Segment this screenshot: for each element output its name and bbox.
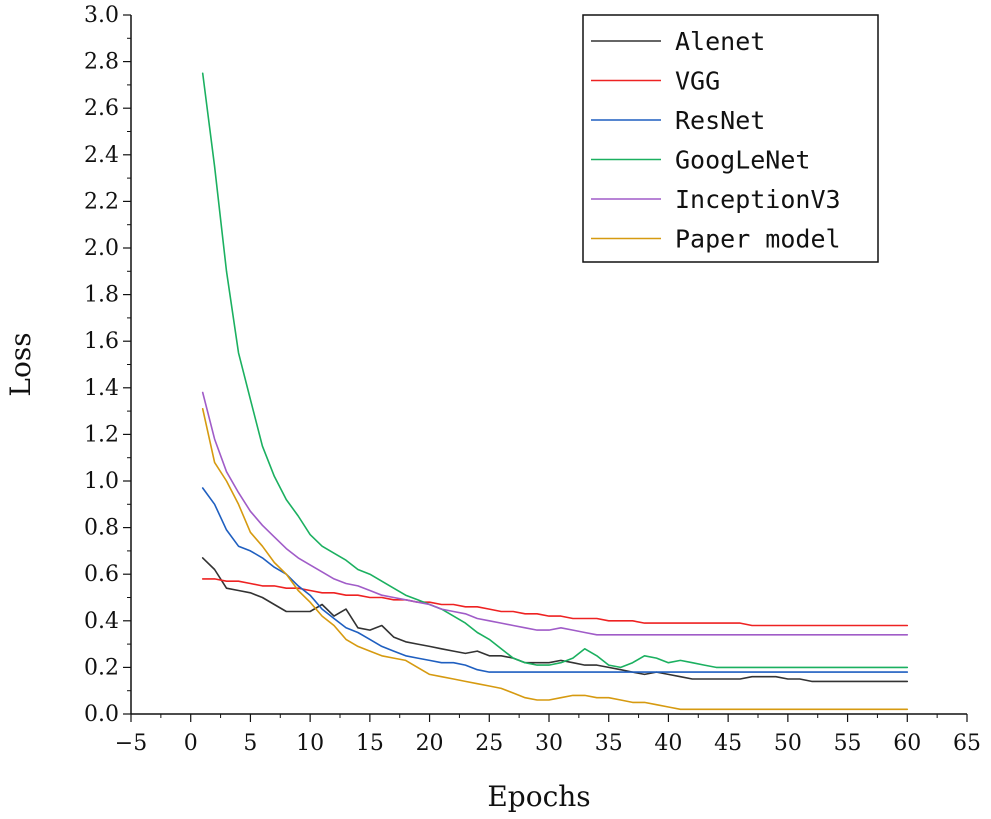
y-axis-title: Loss bbox=[4, 332, 37, 396]
x-axis-title: Epochs bbox=[487, 780, 590, 813]
legend-label: ResNet bbox=[675, 106, 765, 135]
y-tick-label: 2.8 bbox=[84, 50, 119, 75]
legend-label: VGG bbox=[675, 67, 720, 96]
x-tick-label: 25 bbox=[475, 731, 503, 756]
series-line-inceptionv3 bbox=[201, 391, 909, 636]
x-tick-label: 10 bbox=[296, 731, 324, 756]
y-tick-label: 1.2 bbox=[84, 422, 119, 447]
series-line-vgg bbox=[201, 578, 909, 627]
x-tick-label: 15 bbox=[356, 731, 384, 756]
legend-label: Paper model bbox=[675, 225, 841, 254]
legend-box bbox=[582, 14, 879, 263]
y-tick-label: 0.2 bbox=[84, 655, 119, 680]
series-line-resnet bbox=[201, 487, 909, 673]
x-tick-label: −5 bbox=[115, 731, 147, 756]
x-tick-label: 0 bbox=[184, 731, 198, 756]
x-tick-label: 45 bbox=[714, 731, 742, 756]
axes: 0.0 0.2 0.4 0.6 0.8 1.0 1.2 1.4 1.6 1.8 2.0 2.2 2.4 2… bbox=[84, 3, 981, 756]
y-tick-label: 1.6 bbox=[84, 329, 119, 354]
series-line-alenet bbox=[201, 557, 909, 683]
series-lines bbox=[201, 72, 909, 711]
series-line-googlenet bbox=[201, 72, 909, 669]
x-tick-label: 60 bbox=[893, 731, 921, 756]
x-tick-label: 65 bbox=[953, 731, 981, 756]
y-tick-label: 2.0 bbox=[84, 236, 119, 261]
x-tick-label: 40 bbox=[654, 731, 682, 756]
y-tick-label: 2.2 bbox=[84, 189, 119, 214]
y-tick-label: 1.4 bbox=[84, 376, 119, 401]
x-tick-label: 5 bbox=[243, 731, 257, 756]
y-tick-label: 3.0 bbox=[84, 3, 119, 28]
y-tick-label: 1.8 bbox=[84, 283, 119, 308]
legend-label: Alenet bbox=[675, 27, 765, 56]
legend: Alenet VGG ResNet GoogLeNet InceptionV3 Paper… bbox=[582, 14, 879, 263]
legend-label: InceptionV3 bbox=[675, 185, 841, 214]
x-tick-label: 30 bbox=[535, 731, 563, 756]
y-tick-label: 2.6 bbox=[84, 96, 119, 121]
x-tick-label: 35 bbox=[595, 731, 623, 756]
x-tick-label: 55 bbox=[834, 731, 862, 756]
y-tick-label: 0.6 bbox=[84, 562, 119, 587]
y-tick-label: 0.8 bbox=[84, 516, 119, 541]
y-tick-label: 0.0 bbox=[84, 702, 119, 727]
y-tick-label: 1.0 bbox=[84, 469, 119, 494]
x-tick-label: 20 bbox=[416, 731, 444, 756]
y-tick-label: 0.4 bbox=[84, 609, 119, 634]
x-tick-label: 50 bbox=[774, 731, 802, 756]
series-line-paper-model bbox=[201, 407, 909, 711]
legend-label: GoogLeNet bbox=[675, 146, 810, 175]
y-tick-label: 2.4 bbox=[84, 143, 119, 168]
